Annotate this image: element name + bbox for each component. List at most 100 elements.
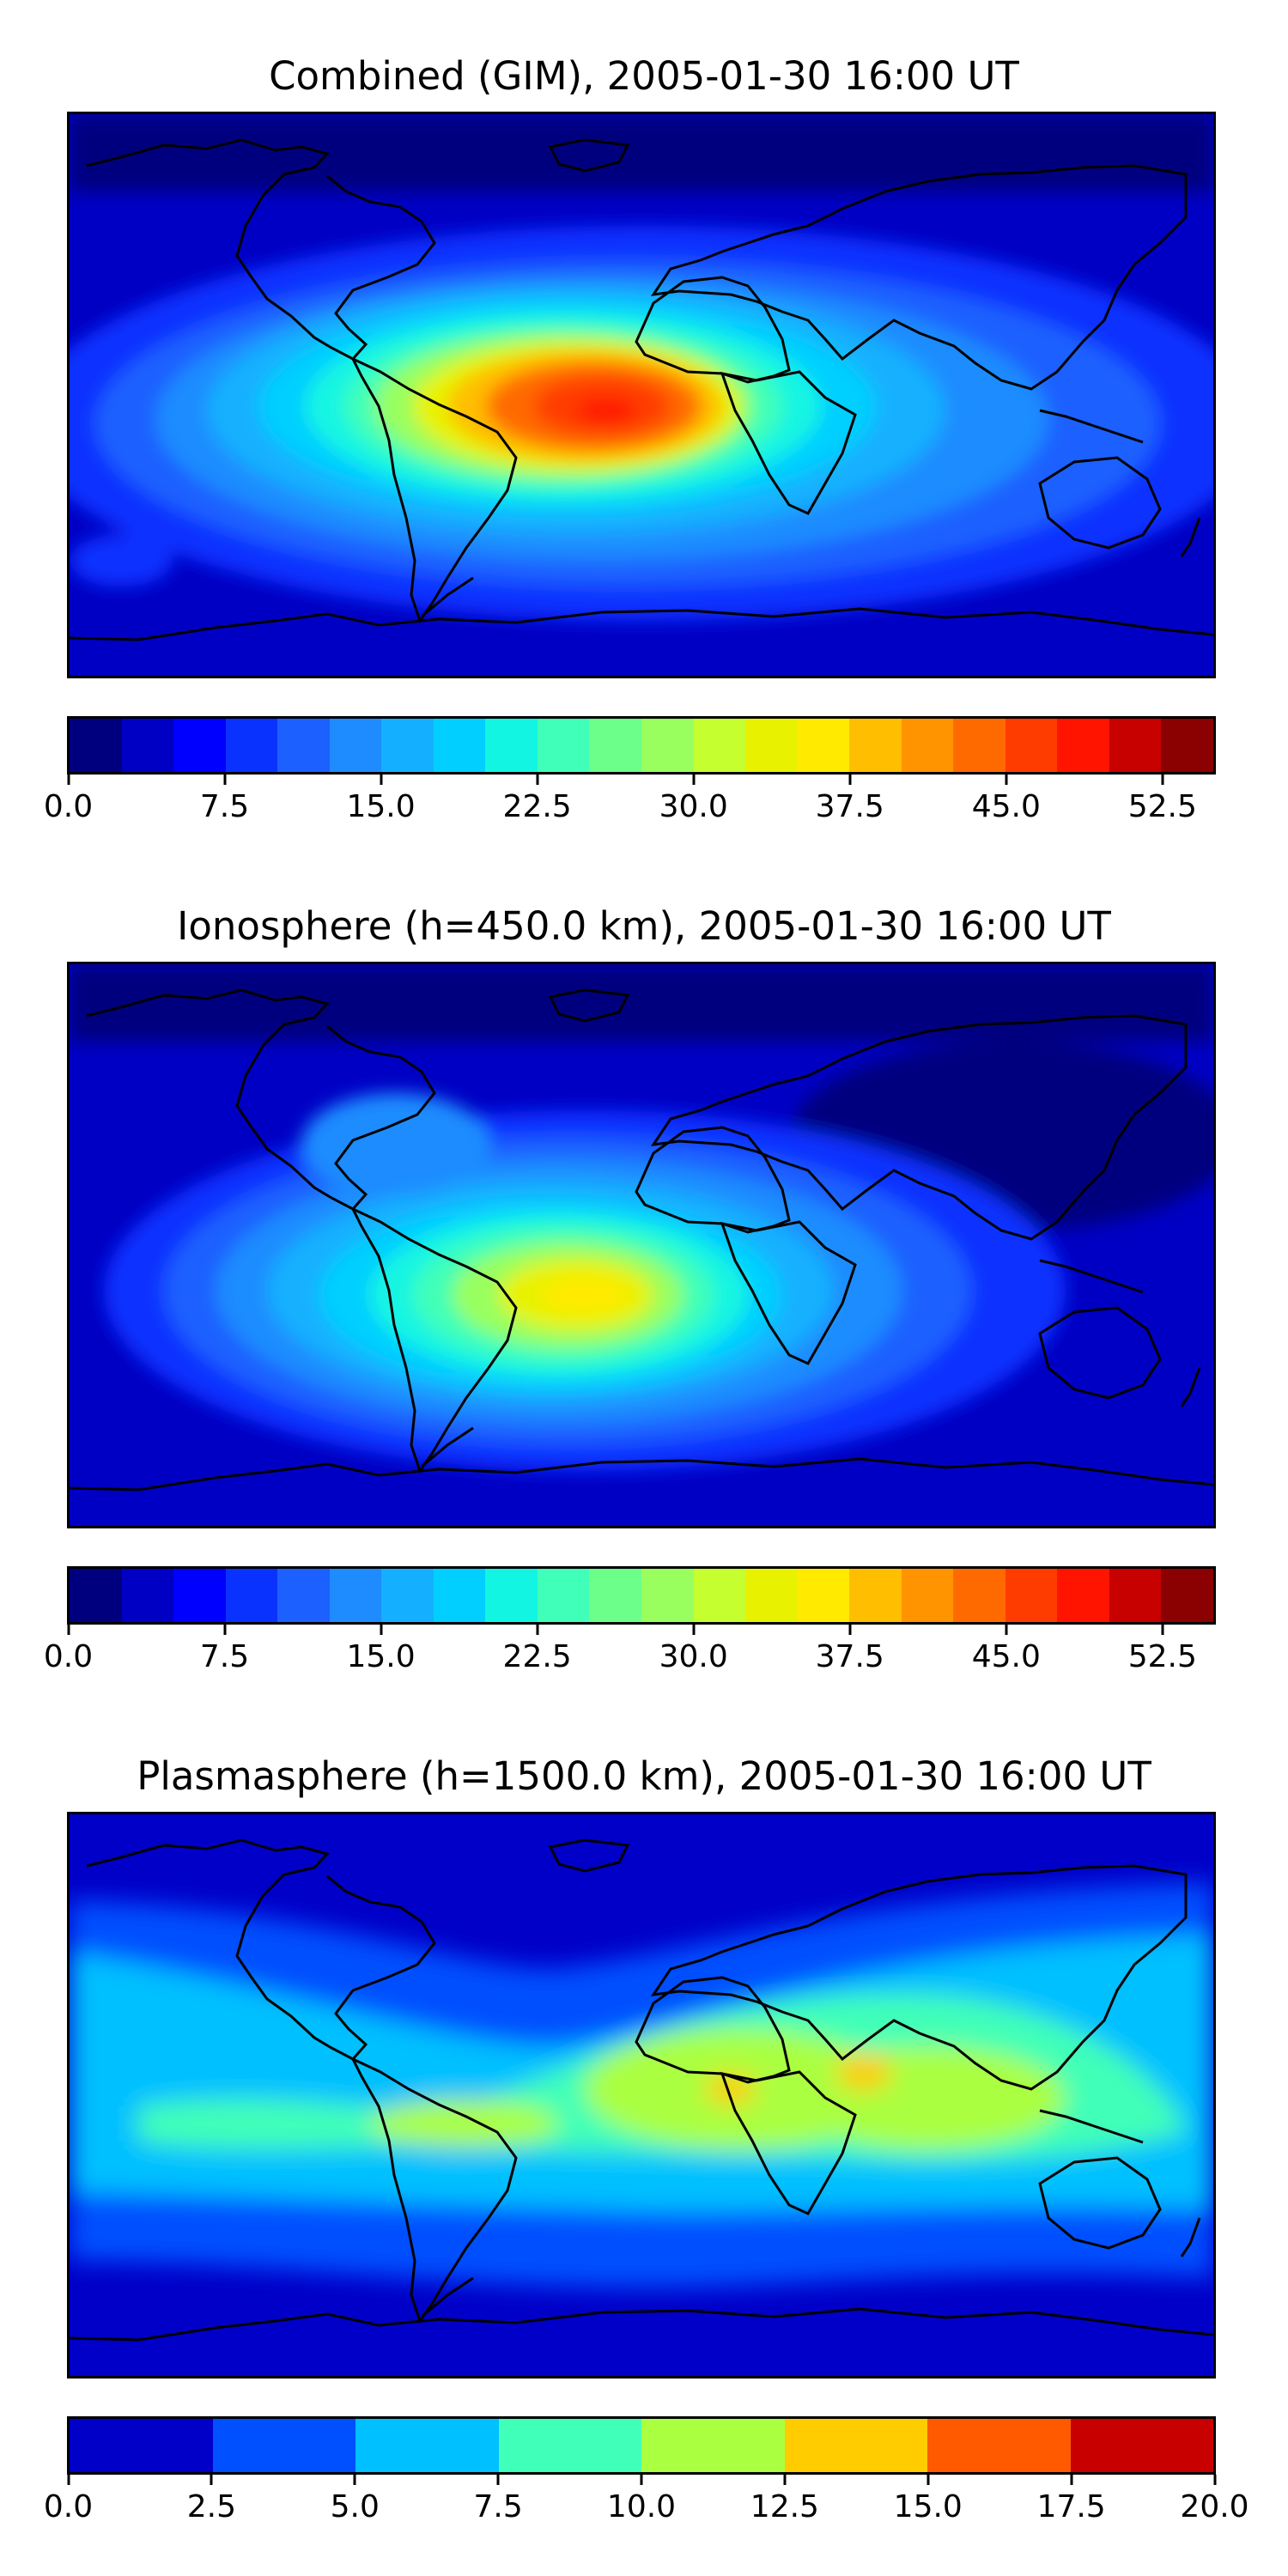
- colorbar-segment: [745, 719, 798, 772]
- colorbar-segment: [953, 719, 1005, 772]
- colorbar-segment: [1057, 1569, 1109, 1622]
- colorbar-tick-label: 15.0: [346, 1639, 416, 1674]
- colorbar-segment: [173, 1569, 226, 1622]
- colorbar-segment: [433, 1569, 486, 1622]
- map-panel-plasmasphere: [67, 1812, 1216, 2379]
- colorbar-segment: [212, 2419, 355, 2472]
- colorbar-segment: [277, 719, 330, 772]
- colorbar-tick-mark: [848, 775, 852, 785]
- colorbar-segment: [1070, 2419, 1213, 2472]
- tec-map-combined: [70, 114, 1213, 676]
- colorbar-segment: [173, 719, 226, 772]
- colorbar-segment: [329, 719, 382, 772]
- colorbar-tick-label: 52.5: [1127, 1639, 1197, 1674]
- colorbar-segment: [121, 719, 174, 772]
- colorbar-segment: [849, 719, 902, 772]
- colorbar-segment: [433, 719, 486, 772]
- colorbar-segment: [485, 1569, 538, 1622]
- colorbar-tick-label: 0.0: [43, 2489, 94, 2524]
- colorbar-segment: [1109, 719, 1162, 772]
- tec-map-ionosphere: [70, 964, 1213, 1526]
- colorbar-tick-label: 52.5: [1127, 789, 1197, 824]
- colorbar-tick-mark: [692, 775, 696, 785]
- colorbar-tick-mark: [536, 775, 539, 785]
- colorbar-tick-label: 20.0: [1180, 2489, 1249, 2524]
- colorbar-segment: [381, 719, 434, 772]
- colorbar-segment: [745, 1569, 798, 1622]
- colorbar-tick-label: 5.0: [330, 2489, 380, 2524]
- colorbar-tick-mark: [640, 2475, 643, 2485]
- colorbar-segment: [797, 719, 850, 772]
- colorbar-segment: [1057, 719, 1109, 772]
- colorbar-segment: [70, 2419, 213, 2472]
- colorbar-tick-label: 15.0: [893, 2489, 963, 2524]
- map-title-combined: Combined (GIM), 2005-01-30 16:00 UT: [269, 53, 1019, 99]
- colorbar-tick-label: 30.0: [659, 1639, 728, 1674]
- colorbar-segment: [589, 719, 642, 772]
- colorbar-tick-mark: [223, 1625, 227, 1635]
- colorbar-tick-label: 37.5: [815, 1639, 884, 1674]
- colorbar-segment: [277, 1569, 330, 1622]
- colorbar-tick-mark: [692, 1625, 696, 1635]
- colorbar-tick-label: 22.5: [502, 1639, 572, 1674]
- colorbar-segment: [537, 1569, 590, 1622]
- colorbar-tick-mark: [353, 2475, 356, 2485]
- colorbar-ionosphere: [67, 1566, 1216, 1625]
- colorbar-tick-mark: [1161, 1625, 1164, 1635]
- colorbar-tick-label: 0.0: [43, 1639, 94, 1674]
- colorbar-tick-label: 37.5: [815, 789, 884, 824]
- colorbar-segment: [1161, 1569, 1214, 1622]
- colorbar-tick-mark: [496, 2475, 500, 2485]
- colorbar-segment: [641, 1569, 694, 1622]
- colorbar-segment: [641, 719, 694, 772]
- colorbar-tick-label: 7.5: [473, 2489, 523, 2524]
- colorbar-segment: [1161, 719, 1214, 772]
- colorbar-ticks-plasmasphere: 0.0 2.5 5.0 7.5 10.0 12.5 15.0 17.5 20.0: [44, 2475, 1249, 2526]
- colorbar-segment: [498, 2419, 641, 2472]
- colorbar-tick-label: 2.5: [186, 2489, 237, 2524]
- colorbar-tick-mark: [380, 775, 383, 785]
- colorbar-tick-label: 45.0: [971, 789, 1041, 824]
- tec-map-plasmasphere: [70, 1814, 1213, 2376]
- colorbar-tick-label: 7.5: [199, 1639, 250, 1674]
- colorbar-tick-mark: [1070, 2475, 1073, 2485]
- colorbar-segment: [1109, 1569, 1162, 1622]
- colorbar-tick-mark: [1005, 1625, 1008, 1635]
- colorbar-ticks-ionosphere: 0.0 7.5 15.0 22.5 30.0 37.5 45.0 52.5: [44, 1625, 1216, 1676]
- colorbar-segment: [693, 719, 746, 772]
- colorbar-segment: [70, 719, 122, 772]
- colorbar-segment: [225, 719, 278, 772]
- colorbar-segment: [1005, 1569, 1058, 1622]
- colorbar-tick-mark: [67, 2475, 70, 2485]
- colorbar-segment: [225, 1569, 278, 1622]
- colorbar-segment: [355, 2419, 499, 2472]
- map-title-plasmasphere: Plasmasphere (h=1500.0 km), 2005-01-30 1…: [137, 1753, 1151, 1799]
- colorbar-tick-mark: [536, 1625, 539, 1635]
- colorbar-segment: [381, 1569, 434, 1622]
- colorbar-tick-mark: [783, 2475, 787, 2485]
- colorbar-segment: [641, 2419, 785, 2472]
- colorbar-tick-label: 15.0: [346, 789, 416, 824]
- colorbar-plasmasphere: [67, 2416, 1216, 2475]
- colorbar-segment: [70, 1569, 122, 1622]
- map-panel-combined: [67, 112, 1216, 678]
- colorbar-segment: [121, 1569, 174, 1622]
- colorbar-tick-label: 17.5: [1036, 2489, 1106, 2524]
- colorbar-segment: [784, 2419, 927, 2472]
- map-panel-ionosphere: [67, 962, 1216, 1528]
- colorbar-segment: [901, 719, 954, 772]
- map-title-ionosphere: Ionosphere (h=450.0 km), 2005-01-30 16:0…: [177, 903, 1111, 949]
- colorbar-tick-mark: [1005, 775, 1008, 785]
- colorbar-segment: [485, 719, 538, 772]
- colorbar-ticks-combined: 0.0 7.5 15.0 22.5 30.0 37.5 45.0 52.5: [44, 775, 1216, 826]
- colorbar-tick-mark: [67, 1625, 70, 1635]
- colorbar-segment: [927, 2419, 1071, 2472]
- colorbar-segment: [953, 1569, 1005, 1622]
- colorbar-segment: [849, 1569, 902, 1622]
- colorbar-tick-mark: [1213, 2475, 1216, 2485]
- colorbar-tick-mark: [67, 775, 70, 785]
- colorbar-tick-label: 22.5: [502, 789, 572, 824]
- colorbar-segment: [537, 719, 590, 772]
- colorbar-tick-label: 10.0: [606, 2489, 677, 2524]
- colorbar-segment: [797, 1569, 850, 1622]
